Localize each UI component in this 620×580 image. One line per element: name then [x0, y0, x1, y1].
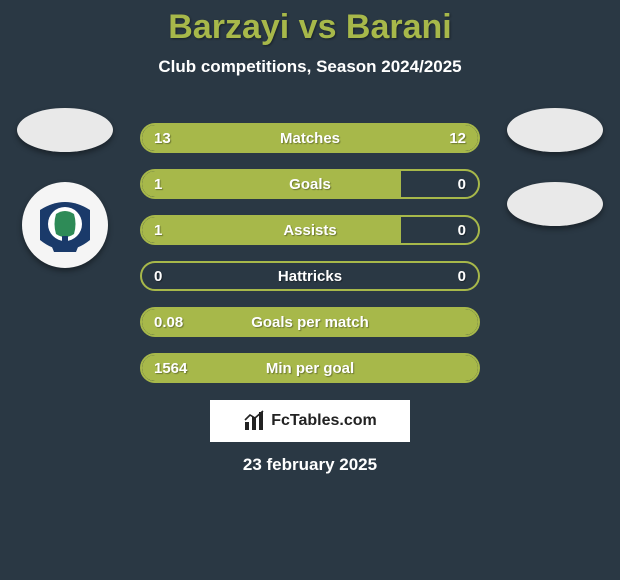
metric-value-right: 12 — [437, 125, 478, 151]
left-player-logos — [10, 108, 120, 268]
metric-row: 13Matches12 — [140, 123, 480, 153]
metric-row: 1564Min per goal — [140, 353, 480, 383]
metric-label: Goals per match — [142, 309, 478, 335]
metric-value-right: 0 — [446, 263, 478, 289]
club-logo-left-2 — [22, 182, 108, 268]
metric-value-right — [454, 309, 478, 335]
metric-value-right — [454, 355, 478, 381]
metric-row: 1Assists0 — [140, 215, 480, 245]
comparison-bars: 13Matches121Goals01Assists00Hattricks00.… — [140, 123, 480, 383]
metric-label: Matches — [142, 125, 478, 151]
metric-label: Goals — [142, 171, 478, 197]
metric-row: 1Goals0 — [140, 169, 480, 199]
metric-label: Min per goal — [142, 355, 478, 381]
page-subtitle: Club competitions, Season 2024/2025 — [0, 57, 620, 77]
chart-icon — [243, 410, 265, 432]
metric-value-right: 0 — [446, 171, 478, 197]
comparison-card: Barzayi vs Barani Club competitions, Sea… — [0, 0, 620, 580]
club-logo-right-2 — [507, 182, 603, 226]
metric-row: 0.08Goals per match — [140, 307, 480, 337]
metric-row: 0Hattricks0 — [140, 261, 480, 291]
club-logo-right-1 — [507, 108, 603, 152]
metric-label: Assists — [142, 217, 478, 243]
page-title: Barzayi vs Barani — [0, 0, 620, 47]
watermark-text: FcTables.com — [271, 412, 377, 430]
right-player-logos — [500, 108, 610, 226]
metric-value-right: 0 — [446, 217, 478, 243]
comparison-date: 23 february 2025 — [0, 455, 620, 475]
watermark: FcTables.com — [210, 400, 410, 442]
metric-label: Hattricks — [142, 263, 478, 289]
club-logo-left-1 — [17, 108, 113, 152]
